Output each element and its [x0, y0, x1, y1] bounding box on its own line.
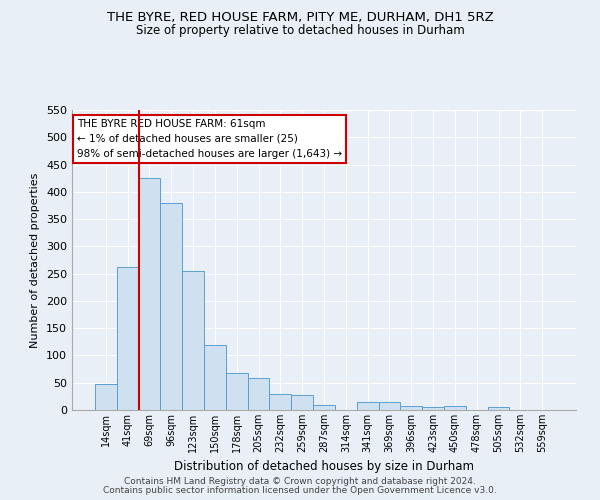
Text: THE BYRE, RED HOUSE FARM, PITY ME, DURHAM, DH1 5RZ: THE BYRE, RED HOUSE FARM, PITY ME, DURHA… [107, 11, 493, 24]
Bar [313, 404, 335, 410]
Text: THE BYRE RED HOUSE FARM: 61sqm
← 1% of detached houses are smaller (25)
98% of s: THE BYRE RED HOUSE FARM: 61sqm ← 1% of d… [77, 119, 342, 158]
Bar [204, 344, 226, 410]
Bar [444, 406, 466, 410]
Bar [226, 374, 248, 410]
X-axis label: Distribution of detached houses by size in Durham: Distribution of detached houses by size … [174, 460, 474, 473]
Bar [95, 384, 117, 410]
Bar [422, 408, 444, 410]
Text: Contains public sector information licensed under the Open Government Licence v3: Contains public sector information licen… [103, 486, 497, 495]
Bar [269, 394, 291, 410]
Bar [400, 406, 422, 410]
Bar [291, 396, 313, 410]
Bar [117, 266, 139, 410]
Bar [182, 271, 204, 410]
Bar [379, 402, 400, 410]
Text: Size of property relative to detached houses in Durham: Size of property relative to detached ho… [136, 24, 464, 37]
Y-axis label: Number of detached properties: Number of detached properties [31, 172, 40, 348]
Bar [160, 202, 182, 410]
Bar [139, 178, 160, 410]
Bar [248, 378, 269, 410]
Text: Contains HM Land Registry data © Crown copyright and database right 2024.: Contains HM Land Registry data © Crown c… [124, 477, 476, 486]
Bar [357, 402, 379, 410]
Bar [488, 408, 509, 410]
